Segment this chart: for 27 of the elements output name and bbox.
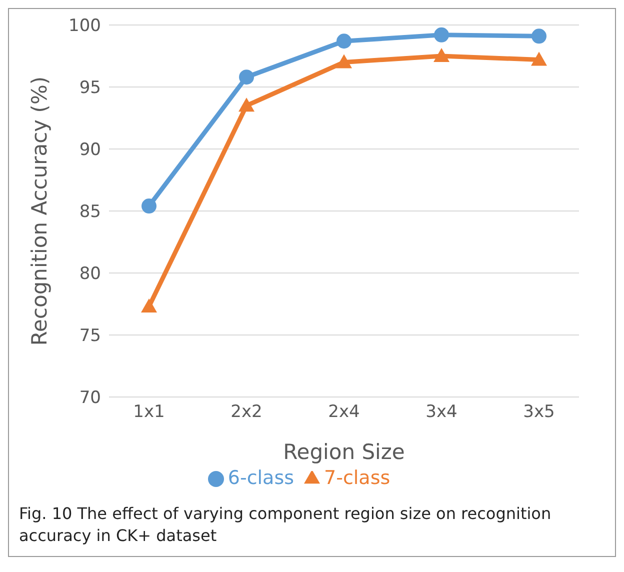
point (142, 198, 156, 214)
point (532, 28, 546, 44)
x-tick-label: 1x1 (133, 402, 165, 422)
caption: Fig. 10 The effect of varying component region size on recognition accuracy in CK+ dataset (18, 503, 552, 547)
y-tick-label: 70 (79, 388, 101, 408)
point (336, 34, 352, 49)
point (336, 54, 352, 68)
legend-label: 7-class (324, 467, 390, 489)
y-tick-label: 75 (79, 326, 101, 346)
point (531, 52, 547, 66)
y-tick-label: 85 (79, 202, 101, 222)
y-tick-label: 90 (79, 140, 101, 160)
point (238, 98, 254, 112)
x-axis-title: Region Size (283, 440, 405, 464)
point (239, 70, 254, 85)
y-tick-label: 80 (79, 264, 101, 284)
point (434, 27, 449, 42)
y-tick-label: 95 (79, 78, 101, 98)
x-tick-label: 3x4 (426, 402, 458, 422)
x-tick-label: 2x2 (230, 402, 262, 422)
point (141, 298, 157, 312)
x-tick-label: 2x4 (328, 402, 360, 422)
y-axis-title: Recognition Accuracy (%) (27, 76, 52, 346)
legend-label: 6-class (228, 467, 294, 489)
point (434, 48, 450, 62)
y-tick-label: 100 (68, 16, 101, 36)
x-tick-label: 3x5 (523, 402, 555, 422)
